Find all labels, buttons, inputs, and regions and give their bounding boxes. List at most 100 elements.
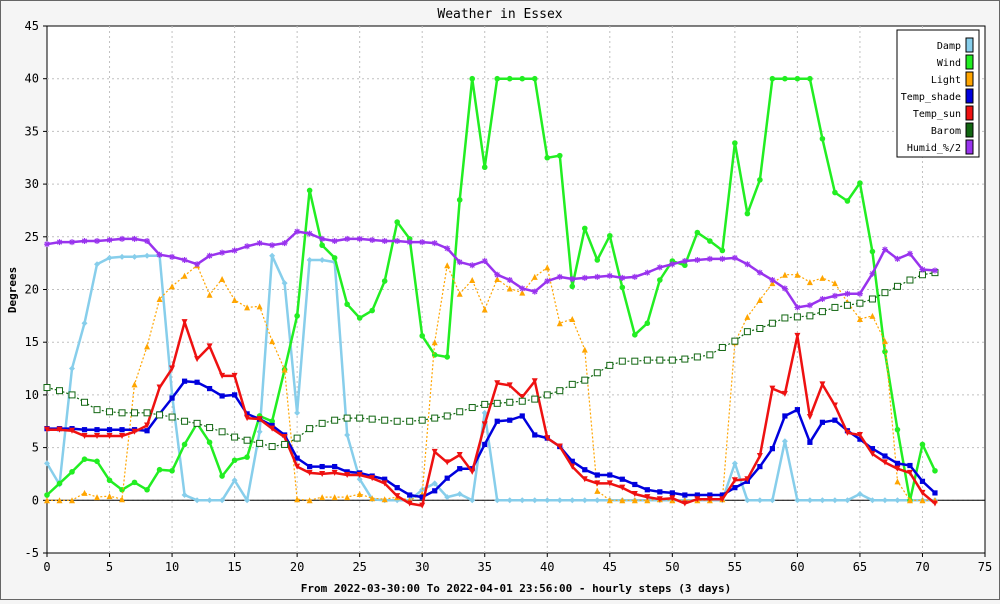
legend-label: Barom	[931, 126, 961, 137]
data-point	[631, 357, 639, 365]
data-point	[232, 392, 238, 398]
data-point	[206, 343, 213, 350]
data-point	[268, 443, 276, 451]
data-point	[694, 229, 701, 236]
data-point	[456, 259, 463, 266]
data-point	[256, 428, 263, 435]
data-point	[156, 384, 163, 391]
data-point	[106, 236, 113, 243]
data-point	[906, 497, 913, 504]
data-point	[744, 210, 751, 217]
data-point	[719, 247, 726, 254]
data-point	[756, 497, 763, 504]
data-point	[56, 480, 63, 487]
data-point	[594, 472, 600, 478]
data-point	[93, 406, 101, 414]
data-point	[231, 297, 238, 304]
data-point	[319, 256, 326, 263]
x-tick-label: 60	[790, 560, 804, 574]
data-point	[457, 466, 463, 472]
data-point	[256, 416, 263, 423]
data-point	[319, 470, 326, 477]
data-point	[181, 272, 188, 279]
data-point	[569, 497, 576, 504]
data-point	[344, 494, 351, 501]
data-point	[393, 417, 401, 425]
series-line	[47, 320, 936, 507]
data-point	[682, 262, 688, 269]
data-point	[731, 477, 738, 484]
data-point	[356, 414, 364, 422]
data-point	[144, 428, 150, 434]
x-tick-label: 75	[978, 560, 992, 574]
data-point	[594, 497, 601, 504]
x-tick-label: 15	[227, 560, 241, 574]
data-point	[644, 494, 651, 501]
data-point	[544, 435, 551, 442]
data-point	[531, 378, 538, 385]
data-point	[69, 497, 76, 504]
data-point	[581, 476, 588, 483]
data-point	[594, 480, 601, 487]
data-point	[894, 478, 901, 485]
data-point	[381, 496, 388, 503]
data-point	[893, 282, 901, 290]
data-point	[118, 409, 126, 417]
data-point	[594, 487, 601, 494]
data-point	[869, 248, 876, 255]
data-point	[218, 428, 226, 436]
data-point	[432, 488, 438, 494]
data-point	[881, 459, 888, 466]
data-point	[556, 152, 563, 159]
data-point	[856, 490, 863, 497]
data-point	[519, 497, 526, 504]
data-point	[707, 492, 713, 498]
data-point	[56, 426, 63, 433]
data-point	[219, 393, 225, 399]
series-temp-shade	[44, 378, 938, 500]
data-point	[281, 434, 288, 441]
data-point	[568, 380, 576, 388]
x-tick-label: 30	[415, 560, 429, 574]
data-point	[919, 489, 926, 496]
data-point	[644, 487, 650, 493]
data-point	[244, 415, 251, 422]
data-point	[881, 338, 888, 345]
data-point	[756, 324, 764, 332]
data-point	[806, 497, 813, 504]
data-point	[932, 467, 938, 474]
legend-swatch	[965, 105, 974, 121]
data-point	[319, 235, 326, 242]
data-point	[44, 460, 50, 467]
data-point	[444, 354, 451, 360]
data-point	[144, 238, 151, 245]
data-point	[131, 409, 139, 417]
data-point	[181, 378, 188, 384]
data-point	[781, 314, 789, 322]
legend-swatch	[965, 37, 974, 53]
data-point	[719, 492, 725, 498]
data-point	[844, 290, 851, 297]
x-tick-label: 0	[43, 560, 50, 574]
data-point	[106, 254, 113, 261]
legend-box	[896, 29, 980, 158]
data-point	[144, 252, 151, 259]
data-point	[44, 241, 50, 248]
data-point	[819, 274, 826, 281]
data-point	[906, 276, 914, 284]
data-point	[131, 381, 138, 388]
data-point	[919, 441, 926, 448]
data-point	[244, 497, 251, 504]
data-point	[444, 494, 451, 501]
data-point	[281, 440, 289, 448]
data-point	[669, 490, 675, 496]
data-point	[907, 462, 913, 469]
data-point	[144, 422, 151, 429]
x-tick-label: 10	[165, 560, 179, 574]
data-point	[431, 448, 438, 455]
data-point	[831, 303, 839, 311]
data-point	[206, 424, 214, 432]
data-point	[406, 500, 413, 507]
data-point	[256, 439, 264, 447]
data-point	[331, 416, 339, 424]
